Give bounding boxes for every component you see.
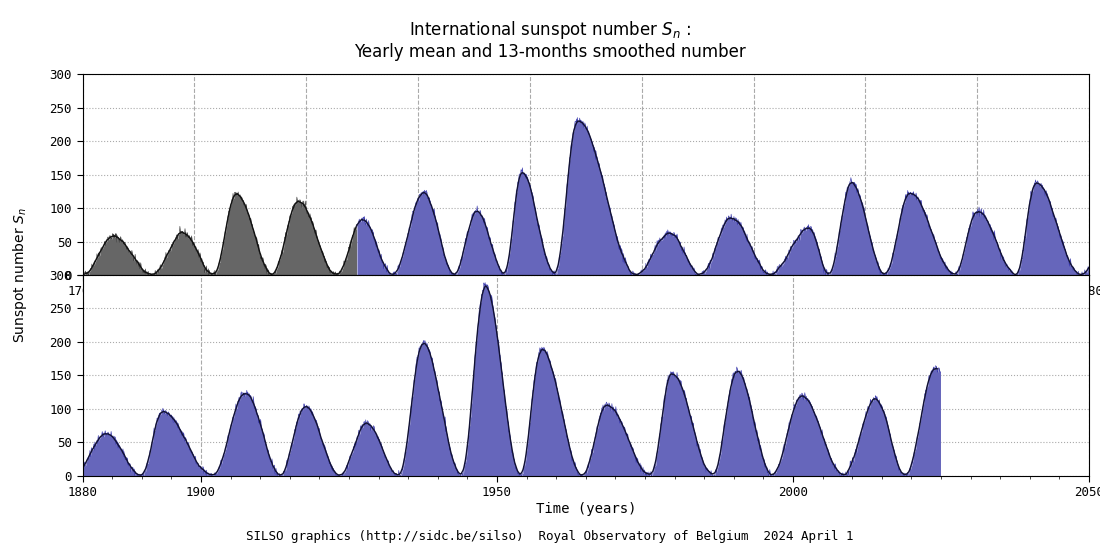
Text: SILSO graphics (http://sidc.be/silso)  Royal Observatory of Belgium  2024 April : SILSO graphics (http://sidc.be/silso) Ro… <box>246 530 854 543</box>
X-axis label: Time (years): Time (years) <box>536 502 636 516</box>
Text: International sunspot number $S_n$ :: International sunspot number $S_n$ : <box>409 19 691 41</box>
Text: Sunspot number $S_n$: Sunspot number $S_n$ <box>11 207 29 343</box>
Text: Yearly mean and 13-months smoothed number: Yearly mean and 13-months smoothed numbe… <box>354 43 746 61</box>
